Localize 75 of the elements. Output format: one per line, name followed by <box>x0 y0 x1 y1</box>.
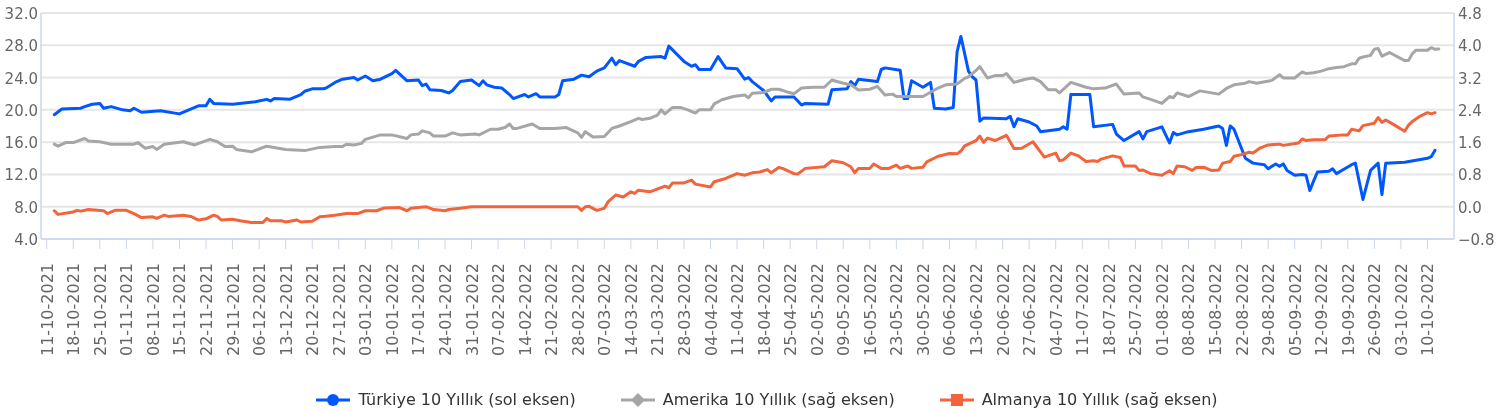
x-tick-label: 31-01-2022 <box>462 263 482 356</box>
y2-tick-label: 4.8 <box>1458 5 1482 23</box>
x-tick-label: 25-10-2021 <box>90 263 110 356</box>
x-tick-label: 22-11-2021 <box>196 263 216 356</box>
x-tick-label: 04-07-2022 <box>1046 263 1066 356</box>
x-tick-label: 18-10-2021 <box>63 263 83 356</box>
line-series <box>52 111 1437 224</box>
x-tick-label: 18-07-2022 <box>1099 263 1119 356</box>
line-series <box>52 46 1441 154</box>
x-tick-label: 28-02-2022 <box>568 263 588 356</box>
x-tick-label: 09-05-2022 <box>833 263 853 356</box>
x-tick-label: 04-04-2022 <box>701 263 721 356</box>
y-tick-label: 32.0 <box>4 5 38 23</box>
x-tick-label: 27-06-2022 <box>1019 263 1039 356</box>
x-tick-label: 20-06-2022 <box>993 263 1013 356</box>
x-tick-label: 03-01-2022 <box>355 263 375 356</box>
x-tick-label: 02-05-2022 <box>807 263 827 356</box>
y2-tick-label: −0.8 <box>1458 231 1495 249</box>
x-tick-label: 07-02-2022 <box>488 263 508 356</box>
y-tick-label: 4.0 <box>14 231 38 249</box>
y2-tick-label: 0.0 <box>1458 198 1482 217</box>
x-tick-label: 11-07-2022 <box>1072 263 1092 356</box>
x-tick-label: 27-12-2021 <box>329 263 349 356</box>
x-tick-label: 12-09-2022 <box>1311 263 1331 356</box>
y-tick-label: 28.0 <box>4 37 38 56</box>
y-tick-label: 20.0 <box>4 101 38 120</box>
x-tick-label: 07-03-2022 <box>594 263 614 356</box>
x-tick-label: 16-05-2022 <box>860 263 880 356</box>
x-tick-label: 15-08-2022 <box>1205 263 1225 356</box>
x-tick-label: 19-09-2022 <box>1338 263 1358 356</box>
legend-label: Amerika 10 Yıllık (sağ eksen) <box>662 390 895 410</box>
x-tick-label: 14-03-2022 <box>621 263 641 356</box>
y2-tick-label: 0.8 <box>1458 166 1482 185</box>
y-tick-label: 24.0 <box>4 69 38 88</box>
x-tick-label: 29-11-2021 <box>223 263 243 356</box>
x-tick-label: 20-12-2021 <box>302 263 322 356</box>
x-tick-label: 22-08-2022 <box>1232 263 1252 356</box>
x-tick-label: 17-01-2022 <box>408 263 428 356</box>
x-tick-label: 03-10-2022 <box>1391 263 1411 356</box>
y-tick-label: 16.0 <box>4 134 38 153</box>
x-tick-label: 10-01-2022 <box>382 263 402 356</box>
x-tick-label: 01-11-2021 <box>116 263 136 356</box>
x-tick-label: 13-06-2022 <box>966 263 986 356</box>
y2-tick-label: 4.0 <box>1458 37 1482 56</box>
x-tick-label: 11-04-2022 <box>727 263 747 356</box>
x-tick-label: 28-03-2022 <box>674 263 694 356</box>
x-tick-label: 06-06-2022 <box>939 263 959 356</box>
y2-tick-label: 3.2 <box>1458 69 1482 88</box>
y-tick-label: 8.0 <box>14 198 38 217</box>
x-tick-label: 10-10-2022 <box>1417 263 1437 356</box>
x-tick-label: 01-08-2022 <box>1152 263 1172 356</box>
legend-label: Türkiye 10 Yıllık (sol eksen) <box>358 390 576 410</box>
x-tick-label: 21-02-2022 <box>541 263 561 356</box>
x-tick-label: 21-03-2022 <box>647 263 667 356</box>
x-tick-label: 18-04-2022 <box>754 263 774 356</box>
x-tick-label: 26-09-2022 <box>1364 263 1384 356</box>
x-tick-label: 14-02-2022 <box>515 263 535 356</box>
x-tick-label: 25-07-2022 <box>1125 263 1145 356</box>
x-tick-label: 08-11-2021 <box>143 263 163 356</box>
y-tick-label: 12.0 <box>4 166 38 185</box>
x-tick-label: 30-05-2022 <box>913 263 933 356</box>
x-tick-label: 11-10-2021 <box>37 263 57 356</box>
y2-tick-label: 1.6 <box>1458 134 1482 153</box>
line-series <box>52 34 1437 201</box>
y2-tick-label: 2.4 <box>1458 101 1482 120</box>
x-tick-label: 23-05-2022 <box>886 263 906 356</box>
x-tick-label: 15-11-2021 <box>169 263 189 356</box>
x-tick-label: 24-01-2022 <box>435 263 455 356</box>
x-tick-label: 13-12-2021 <box>276 263 296 356</box>
x-tick-label: 05-09-2022 <box>1285 263 1305 356</box>
x-tick-label: 25-04-2022 <box>780 263 800 356</box>
x-tick-label: 29-08-2022 <box>1258 263 1278 356</box>
x-tick-label: 08-08-2022 <box>1178 263 1198 356</box>
x-tick-label: 06-12-2021 <box>249 263 269 356</box>
legend-label: Almanya 10 Yıllık (sağ eksen) <box>981 390 1218 410</box>
